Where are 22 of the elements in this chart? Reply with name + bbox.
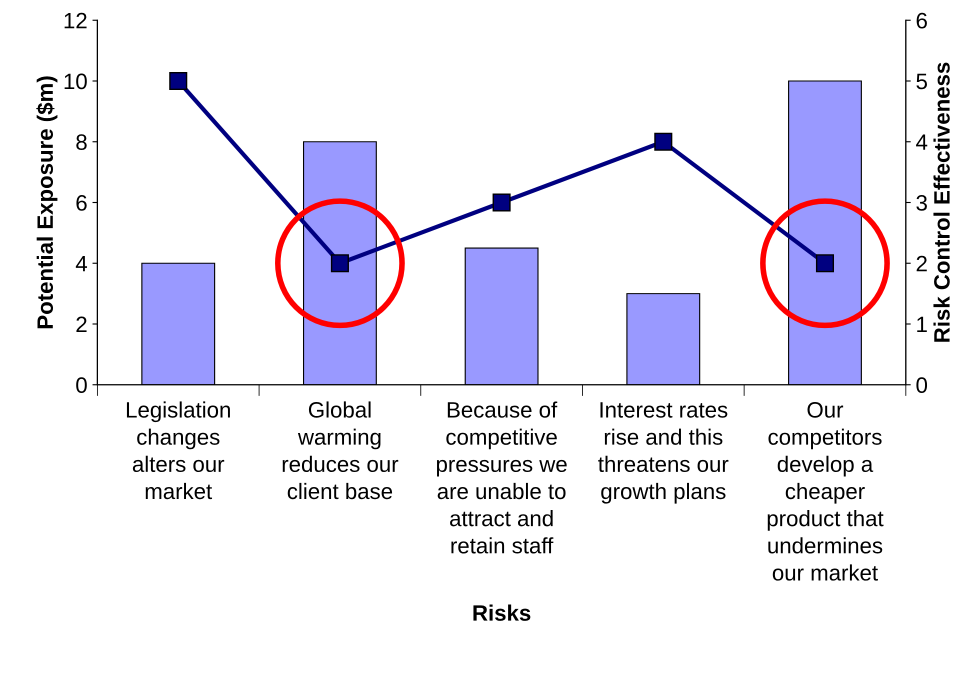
y-tick-label: 8 [76, 134, 87, 150]
y2-tick-label: 5 [916, 74, 927, 90]
y2-axis-title: Risk Control Effectiveness [933, 62, 950, 342]
y-tick-label: 10 [64, 74, 87, 90]
y-tick-label: 2 [76, 316, 87, 332]
y2-tick-label: 0 [916, 377, 928, 394]
y2-tick-label: 6 [916, 12, 927, 29]
x-tick-label: Legislation changes alters our market [126, 401, 230, 500]
y-tick-label: 12 [64, 12, 87, 28]
x-tick-label: Interest rates rise and this threatens our growth plans [598, 402, 728, 504]
x-tick-label: Global warming reduces our client base [282, 401, 398, 500]
y2-tick-label: 4 [916, 134, 928, 150]
y-tick-label: 4 [76, 256, 88, 272]
x-axis-title: Risks [473, 604, 530, 621]
x-tick-label: Our competitors develop a cheaper product that undermines our market [768, 402, 884, 581]
y2-tick-label: 2 [916, 256, 927, 272]
y2-tick-label: 1 [917, 316, 927, 332]
y-tick-label: 0 [76, 377, 87, 394]
y-axis-title: Potential Exposure ($m) [36, 76, 58, 328]
y2-tick-label: 3 [916, 195, 927, 211]
x-tick-label: Because of competitive pressures we are unable to attract and retain staff [436, 401, 567, 554]
y-tick-label: 6 [76, 195, 87, 211]
